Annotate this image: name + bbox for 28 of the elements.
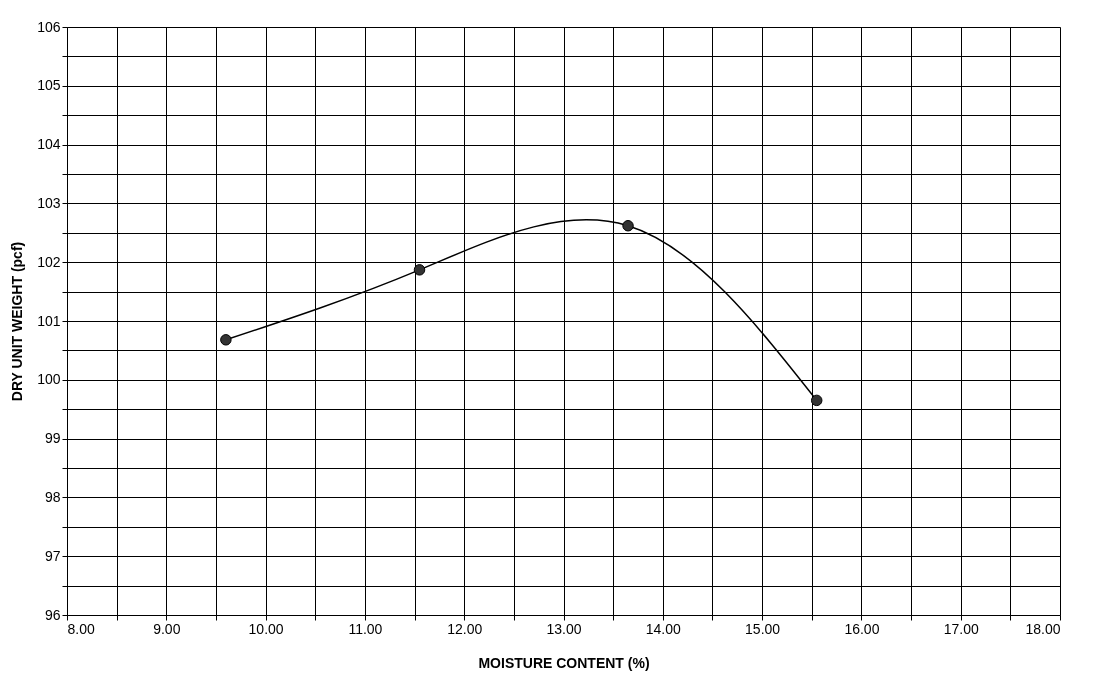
x-tick-label: 15.00 — [745, 620, 781, 637]
x-tick-label: 13.00 — [546, 620, 582, 637]
y-tick-label: 98 — [44, 488, 61, 505]
point — [413, 264, 426, 276]
point — [220, 334, 232, 346]
x-tick-label: 9.00 — [153, 620, 181, 637]
y-tick-label: 103 — [37, 194, 61, 211]
x-tick-label: 12.00 — [447, 620, 483, 637]
y-tick-label: 97 — [44, 547, 61, 564]
x-tick-label: 16.00 — [844, 620, 880, 637]
x-tick-label: 18.00 — [1025, 620, 1061, 637]
x-tick-label: 10.00 — [248, 620, 284, 637]
y-tick-label: 100 — [37, 371, 61, 388]
y-tick-label: 105 — [37, 77, 61, 94]
point — [810, 394, 823, 407]
y-tick-label: 96 — [44, 606, 61, 623]
x-tick-label: 8.00 — [67, 620, 95, 637]
y-tick-label: 102 — [37, 253, 61, 270]
point — [622, 220, 634, 232]
x-tick-label: 14.00 — [645, 620, 682, 637]
y-tick-label: 106 — [37, 18, 61, 35]
y-tick-label: 99 — [44, 430, 61, 447]
x-tick-label: 11.00 — [348, 620, 383, 637]
x-tick-label: 17.00 — [943, 620, 979, 637]
y-tick-label: 101 — [37, 312, 61, 329]
x-axis-title: MOISTURE CONTENT (%) — [478, 654, 650, 671]
y-tick-label: 104 — [37, 136, 61, 153]
y-axis-title: DRY UNIT WEIGHT (pcf) — [9, 241, 26, 402]
